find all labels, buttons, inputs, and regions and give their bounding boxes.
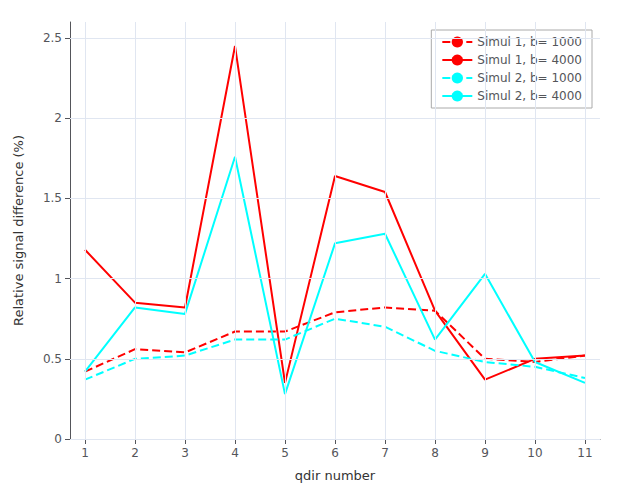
svg-text:2.5: 2.5 bbox=[43, 31, 62, 45]
svg-text:qdir number: qdir number bbox=[295, 468, 376, 483]
svg-text:Simul 2, b= 4000: Simul 2, b= 4000 bbox=[477, 89, 582, 103]
svg-text:0: 0 bbox=[54, 432, 62, 446]
svg-text:4: 4 bbox=[231, 446, 239, 460]
svg-text:Simul 1, b= 4000: Simul 1, b= 4000 bbox=[477, 53, 582, 67]
svg-text:Relative signal difference (%): Relative signal difference (%) bbox=[11, 135, 26, 326]
svg-text:7: 7 bbox=[381, 446, 389, 460]
svg-text:0.5: 0.5 bbox=[43, 352, 62, 366]
svg-text:5: 5 bbox=[281, 446, 289, 460]
svg-text:10: 10 bbox=[527, 446, 542, 460]
svg-text:1.5: 1.5 bbox=[43, 191, 62, 205]
svg-text:Simul 1, b= 1000: Simul 1, b= 1000 bbox=[477, 35, 582, 49]
svg-text:2: 2 bbox=[131, 446, 139, 460]
svg-text:1: 1 bbox=[81, 446, 89, 460]
svg-text:8: 8 bbox=[431, 446, 439, 460]
svg-text:3: 3 bbox=[181, 446, 189, 460]
svg-text:6: 6 bbox=[331, 446, 339, 460]
svg-text:9: 9 bbox=[481, 446, 489, 460]
svg-text:Simul 2, b= 1000: Simul 2, b= 1000 bbox=[477, 71, 582, 85]
svg-text:1: 1 bbox=[54, 272, 62, 286]
svg-text:11: 11 bbox=[577, 446, 592, 460]
svg-text:2: 2 bbox=[54, 111, 62, 125]
